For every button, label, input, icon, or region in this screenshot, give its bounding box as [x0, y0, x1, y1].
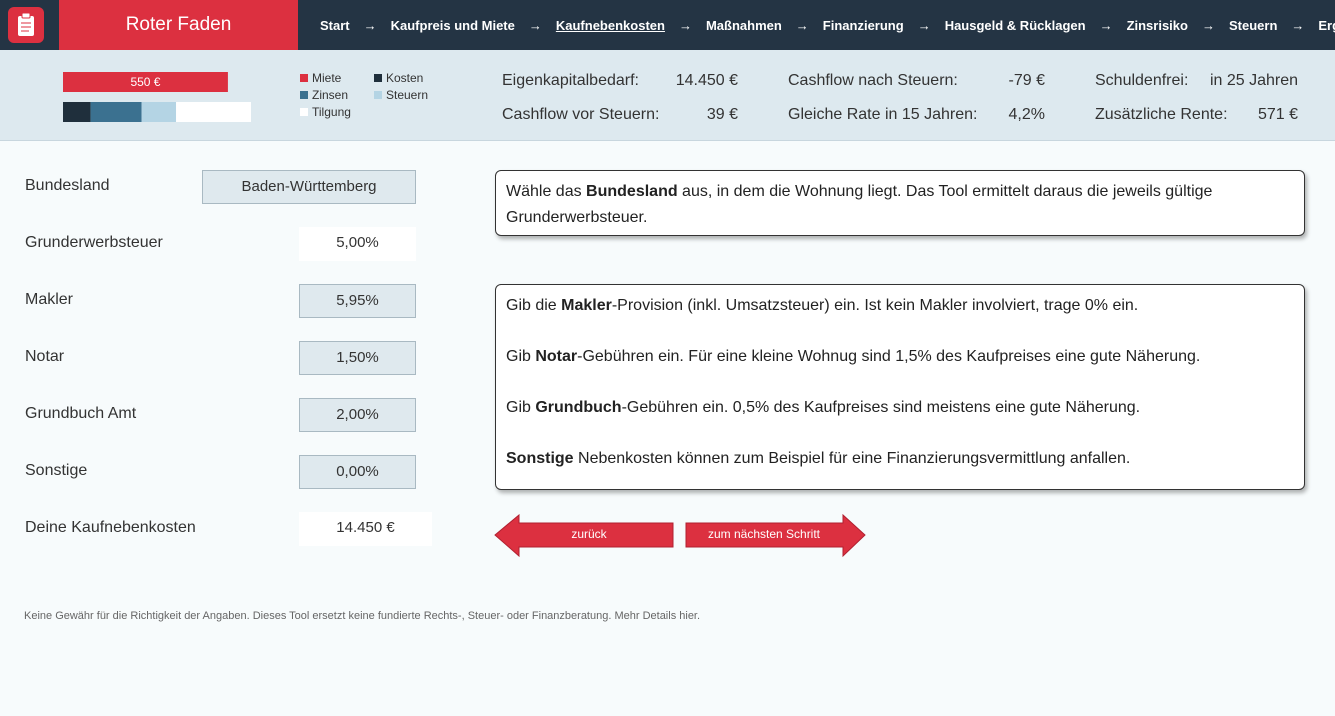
legend-entry: Steuern — [374, 88, 428, 102]
kpi-label: Gleiche Rate in 15 Jahren: — [788, 106, 978, 123]
nav-arrow: → — [678, 17, 692, 33]
button-label: zurück — [571, 527, 607, 541]
cost-segment — [90, 102, 142, 122]
nav-step[interactable]: Kaufnebenkosten — [555, 17, 665, 33]
nav-step[interactable]: Zinsrisiko — [1126, 17, 1188, 33]
info-text: Wähle das — [506, 183, 587, 200]
legend-swatch — [374, 91, 382, 99]
nav-arrow: → — [363, 17, 377, 33]
info-text: -Gebühren ein. 0,5% des Kaufpreises sind… — [621, 399, 1141, 416]
field-label: Bundesland — [25, 177, 110, 194]
nav-step[interactable]: Ergebnis — [1318, 17, 1335, 33]
nav-arrow: → — [1201, 17, 1215, 33]
logo[interactable] — [8, 7, 44, 43]
field-label: Deine Kaufnebenkosten — [25, 519, 196, 536]
info-text: -Provision (inkl. Umsatzsteuer) ein. Ist… — [611, 297, 1139, 314]
info-text: aus, in dem die Wohnung liegt. Das Tool … — [506, 183, 1213, 226]
info-text: Gib — [506, 348, 536, 365]
summary-band — [0, 50, 1335, 141]
info-keyword: Grundbuch — [535, 399, 622, 416]
back-button[interactable]: zurück — [494, 514, 674, 558]
kpi-label: Schuldenfrei: — [1095, 72, 1189, 89]
nav-step[interactable]: Finanzierung — [822, 17, 904, 33]
buttons: zurück zum nächsten Schritt — [494, 514, 866, 558]
info-text: Gib die — [506, 297, 562, 314]
input-field[interactable]: 5,95% — [299, 284, 416, 318]
legend-entry: Kosten — [374, 71, 423, 85]
legend-swatch — [300, 74, 308, 82]
legend-label: Kosten — [386, 71, 424, 85]
info-keyword: Notar — [535, 348, 578, 365]
dropdown[interactable]: Baden-Württemberg — [202, 170, 416, 204]
next-button[interactable]: zum nächsten Schritt — [685, 514, 866, 558]
nav-step[interactable]: Steuern — [1228, 17, 1278, 33]
info-text: Gib — [506, 399, 536, 416]
info-keyword: Sonstige — [506, 450, 574, 467]
input-field[interactable]: 2,00% — [299, 398, 416, 432]
mini-chart: 550 € — [63, 72, 251, 122]
legend-label: Steuern — [386, 88, 429, 102]
legend-swatch — [374, 74, 382, 82]
info-keyword: Bundesland — [586, 183, 678, 200]
kpi-value: 14.450 € — [675, 72, 738, 89]
step-nav: Start → Kaufpreis und Miete → Kaufnebenkoste… — [320, 0, 1335, 50]
nav-arrow: → — [1099, 17, 1113, 33]
info-text: Nebenkosten können zum Beispiel für eine… — [573, 450, 1131, 467]
legend-swatch — [300, 91, 308, 99]
cost-segment — [63, 102, 91, 122]
value-label: 550 € — [130, 75, 160, 89]
kpi-label: Zusätzliche Rente: — [1095, 106, 1228, 123]
computed-value: 5,00% — [299, 227, 416, 261]
info-paragraph: Gib Notar-Gebühren ein. Für eine kleine … — [506, 344, 1294, 370]
kpi-value: in 25 Jahren — [1209, 72, 1298, 89]
info-paragraph: Wähle das Bundesland aus, in dem die Woh… — [506, 179, 1294, 231]
info-keyword: Makler — [561, 297, 612, 314]
computed-value: 14.450 € — [299, 512, 432, 546]
kpi-label: Eigenkapitalbedarf: — [502, 72, 639, 89]
cost-segment — [176, 102, 251, 122]
nav-arrow: → — [917, 17, 931, 33]
app-title: Roter Faden — [59, 0, 298, 50]
legend-entry: Miete — [300, 71, 341, 85]
legend-entry: Tilgung — [300, 105, 351, 119]
info-box: Wähle das Bundesland aus, in dem die Woh… — [495, 170, 1305, 236]
info-paragraph: Gib Grundbuch-Gebühren ein. 0,5% des Kau… — [506, 395, 1294, 421]
kpi-value: 571 € — [1257, 106, 1298, 123]
income-bar — [63, 72, 228, 92]
field-label: Sonstige — [25, 462, 88, 479]
legend-label: Tilgung — [312, 105, 351, 119]
logo-icon — [18, 12, 34, 36]
nav-step[interactable]: Start — [320, 17, 350, 33]
info-text: -Gebühren ein. Für eine kleine Wohnug si… — [577, 348, 1201, 365]
nav-arrow: → — [795, 17, 809, 33]
kpi-label: Cashflow vor Steuern: — [502, 106, 660, 123]
kpi-value: -79 € — [1008, 72, 1045, 89]
kpi-value: 39 € — [706, 106, 738, 123]
nav-step[interactable]: Hausgeld & Rücklagen — [944, 17, 1086, 33]
info-box: Gib die Makler-Provision (inkl. Umsatzst… — [495, 284, 1305, 490]
nav-arrow: → — [1291, 17, 1305, 33]
legend-label: Miete — [312, 71, 342, 85]
kpi-label: Cashflow nach Steuern: — [788, 72, 958, 89]
field-label: Grundbuch Amt — [25, 405, 137, 422]
input-field[interactable]: 0,00% — [299, 455, 416, 489]
input-field[interactable]: 1,50% — [299, 341, 416, 375]
info-paragraph: Gib die Makler-Provision (inkl. Umsatzst… — [506, 293, 1294, 319]
field-label: Makler — [25, 291, 74, 308]
disclaimer: Keine Gewähr für die Richtigkeit der Ang… — [24, 610, 701, 622]
nav-step[interactable]: Maßnahmen — [705, 17, 782, 33]
kpi-value: 4,2% — [1008, 106, 1045, 123]
legend-entry: Zinsen — [300, 88, 348, 102]
legend-swatch — [300, 108, 308, 116]
info-paragraph: Sonstige Nebenkosten können zum Beispiel… — [506, 446, 1294, 472]
nav-arrow: → — [528, 17, 542, 33]
button-label: zum nächsten Schritt — [708, 527, 821, 541]
legend-label: Zinsen — [312, 88, 349, 102]
field-label: Grunderwerbsteuer — [25, 234, 163, 251]
field-label: Notar — [25, 348, 65, 365]
nav-step[interactable]: Kaufpreis und Miete — [390, 17, 515, 33]
cost-segment — [141, 102, 177, 122]
